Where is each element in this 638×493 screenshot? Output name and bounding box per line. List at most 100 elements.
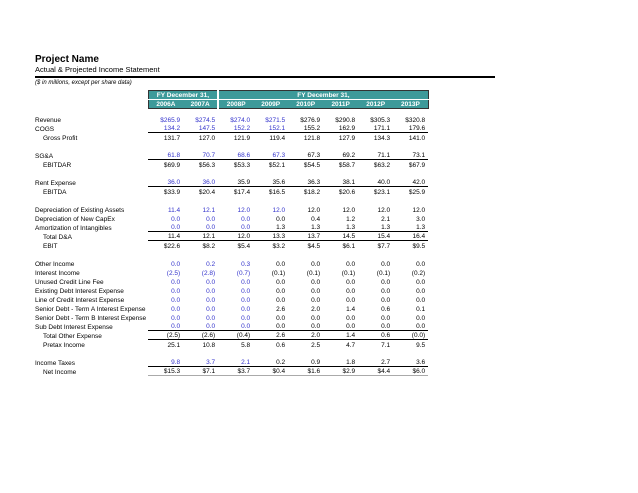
cell-value: 0.0 (288, 321, 324, 331)
page-title: Project Name (35, 54, 99, 65)
cell-value: 2.5 (311, 341, 321, 349)
cell-value: 0.0 (148, 222, 184, 232)
table-row: Unused Credit Line Fee 0.0 0.0 0.0 0.0 0.0 0.0… (35, 277, 428, 286)
cell-value: 61.8 (148, 150, 184, 160)
cell-value: (0.1) (376, 269, 391, 277)
cell-value: $0.4 (253, 366, 289, 376)
cell-value: 0.0 (218, 321, 254, 331)
cell-value: 40.0 (358, 177, 394, 187)
cell-value: 171.1 (358, 123, 394, 133)
projected-group-header: FY December 31, (217, 90, 429, 100)
row-label: Line of Credit Interest Expense (35, 296, 125, 304)
cell-value: 1.2 (346, 215, 356, 223)
cell-value: 0.0 (381, 314, 391, 322)
cell-value: (0.7) (236, 269, 251, 277)
cell-value: $58.7 (338, 161, 356, 169)
cell-value: $33.9 (163, 188, 181, 196)
cell-value: 162.9 (323, 123, 359, 133)
row-label: Senior Debt - Term B Interest Expense (35, 314, 147, 322)
spacer-cell (35, 250, 428, 259)
table-row: EBIT $22.6 $8.2 $5.4 $3.2 $4.5 $6.1 $7.7 $9.5 (35, 241, 428, 250)
row-label: Total D&A (43, 233, 72, 241)
row-label: Rent Expense (35, 179, 76, 187)
cell-value: 0.9 (288, 357, 324, 367)
year-column-header: 2008P (217, 99, 254, 109)
cell-value: 0.0 (171, 287, 181, 295)
cell-value: 0.0 (311, 296, 321, 304)
cell-value: 0.0 (253, 321, 289, 331)
cell-value: 0.0 (171, 296, 181, 304)
cell-value: 0.0 (311, 314, 321, 322)
cell-value: 179.6 (393, 123, 429, 133)
row-label: Net Income (43, 368, 77, 376)
cell-value: 0.0 (416, 287, 426, 295)
cell-value: 0.6 (358, 330, 394, 340)
cell-value: 0.6 (276, 341, 286, 349)
year-column-header: 2013P (393, 99, 429, 109)
cell-value: 0.0 (381, 278, 391, 286)
row-label: Gross Profit (43, 134, 78, 142)
cell-value: 0.2 (253, 357, 289, 367)
cell-value: (2.5) (166, 269, 181, 277)
cell-value: $7.7 (377, 242, 391, 250)
cell-value: 0.0 (276, 296, 286, 304)
year-column-header: 2011P (323, 99, 359, 109)
income-statement-report: Project Name Actual & Projected Income S… (35, 54, 495, 376)
row-label: COGS (35, 125, 55, 133)
cell-value: 0.0 (171, 260, 181, 268)
cell-value: 0.0 (206, 278, 216, 286)
cell-value: 13.3 (253, 231, 289, 241)
cell-value: 0.0 (183, 222, 219, 232)
cell-value: $16.5 (268, 188, 286, 196)
cell-value: 0.0 (171, 278, 181, 286)
cell-value: $6.0 (393, 366, 429, 376)
cell-value: 7.1 (381, 341, 391, 349)
cell-value: 2.1 (381, 215, 391, 223)
cell-value: $52.1 (268, 161, 286, 169)
cell-value: 134.2 (148, 123, 184, 133)
row-label: Sub Debt Interest Expense (35, 323, 113, 331)
cell-value: $54.5 (303, 161, 321, 169)
cell-value: $3.2 (272, 242, 286, 250)
year-column-header: 2006A (147, 99, 184, 109)
cell-value: 0.0 (241, 287, 251, 295)
cell-value: $23.1 (373, 188, 391, 196)
cell-value: $305.3 (370, 116, 391, 124)
cell-value: 0.0 (416, 278, 426, 286)
cell-value: 3.6 (393, 357, 429, 367)
cell-value: 0.0 (416, 260, 426, 268)
table-row: Gross Profit 131.7 127.0 121.9 119.4 121.8 127… (35, 133, 428, 142)
cell-value: 12.0 (237, 206, 251, 214)
cell-value: 0.0 (311, 287, 321, 295)
table-row: Rent Expense 36.0 36.0 35.9 35.6 36.3 38.1 40.0… (35, 177, 429, 187)
table-row: Revenue $265.9 $274.5 $274.0 $271.5 $276.9 $29… (35, 115, 428, 124)
cell-value: $5.4 (237, 242, 251, 250)
cell-value: $9.5 (412, 242, 426, 250)
fiscal-year-group-row: FY December 31, FY December 31, (35, 90, 429, 100)
cell-value: 0.0 (346, 314, 356, 322)
row-label: Existing Debt Interest Expense (35, 287, 124, 295)
cell-value: 15.4 (358, 231, 394, 241)
cell-value: $4.4 (358, 366, 394, 376)
cell-value: 1.4 (346, 305, 356, 313)
cell-value: 0.0 (241, 215, 251, 223)
cell-value: 16.4 (393, 231, 429, 241)
cell-value: $8.2 (202, 242, 216, 250)
cell-value: $6.1 (342, 242, 356, 250)
cell-value: 0.0 (241, 278, 251, 286)
cell-value: 0.0 (346, 296, 356, 304)
row-label: Interest Income (35, 269, 80, 277)
cell-value: $56.3 (198, 161, 216, 169)
table-row: Net Income $15.3 $7.1 $3.7 $0.4 $1.6 $2.9 $4.4 $… (35, 366, 429, 376)
table-row: Depreciation of Existing Assets 11.4 12.1 1… (35, 205, 428, 214)
cell-value: 2.0 (311, 305, 321, 313)
cell-value: 1.3 (288, 222, 324, 232)
cell-value: 0.3 (241, 260, 251, 268)
cell-value: $4.5 (307, 242, 321, 250)
cell-value: $274.0 (230, 116, 251, 124)
year-column-header: 2009P (253, 99, 289, 109)
table-row: Income Taxes 9.8 3.7 2.1 0.2 0.9 1.8 2.7 3.6 (35, 357, 429, 367)
cell-value: $69.9 (163, 161, 181, 169)
cell-value: 0.0 (311, 278, 321, 286)
cell-value: $3.7 (218, 366, 254, 376)
